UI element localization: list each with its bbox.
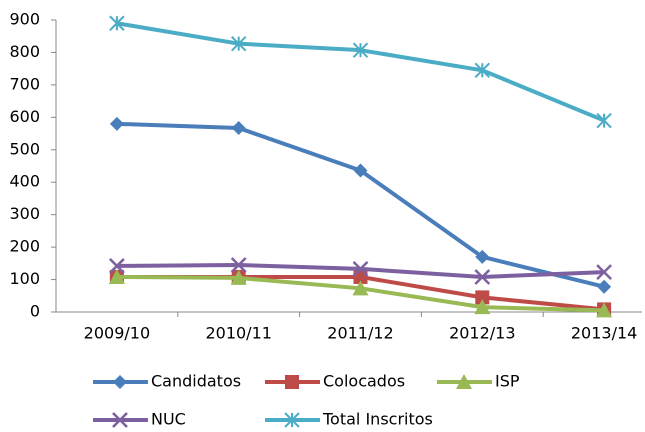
marker: [230, 35, 247, 52]
y-tick-label: 0: [30, 302, 40, 321]
marker: [108, 268, 125, 284]
legend-label: NUC: [151, 410, 186, 429]
y-tick-label: 500: [9, 139, 40, 158]
marker: [352, 42, 369, 58]
series-line: [116, 21, 605, 123]
marker: [113, 375, 127, 389]
marker: [474, 299, 491, 315]
marker: [353, 163, 368, 178]
marker: [596, 264, 612, 280]
y-tick-label: 700: [9, 74, 40, 93]
legend-label: Total Inscritos: [322, 410, 433, 429]
y-tick-label: 600: [9, 107, 40, 126]
marker: [109, 116, 124, 131]
y-tick-label: 300: [9, 204, 40, 223]
legend-label: Candidatos: [151, 372, 241, 391]
legend-label: ISP: [495, 372, 520, 391]
marker: [597, 279, 612, 294]
y-tick-label: 100: [9, 269, 40, 288]
marker: [109, 15, 125, 31]
series-line: [116, 121, 605, 289]
y-tick-label: 800: [9, 42, 40, 61]
x-tick-label: 2010/11: [205, 324, 271, 343]
marker: [474, 269, 491, 285]
x-tick-label: 2009/10: [84, 324, 150, 343]
y-tick-label: 400: [9, 172, 40, 191]
marker: [109, 258, 125, 274]
marker: [284, 412, 300, 428]
x-tick-label: 2011/12: [327, 324, 393, 343]
marker: [285, 375, 299, 389]
marker: [475, 290, 490, 305]
marker: [596, 112, 612, 129]
x-tick-label: 2012/13: [449, 324, 515, 343]
y-tick-label: 900: [9, 10, 40, 29]
y-tick-label: 200: [9, 237, 40, 256]
marker: [112, 412, 128, 428]
marker: [456, 374, 472, 389]
marker: [231, 121, 246, 136]
marker: [352, 280, 369, 296]
marker: [596, 302, 613, 318]
marker: [474, 62, 491, 78]
legend-label: Colocados: [323, 372, 405, 391]
marker: [230, 257, 247, 273]
marker: [352, 260, 369, 277]
marker: [230, 269, 247, 285]
marker: [475, 249, 490, 264]
x-tick-label: 2013/14: [571, 324, 637, 343]
